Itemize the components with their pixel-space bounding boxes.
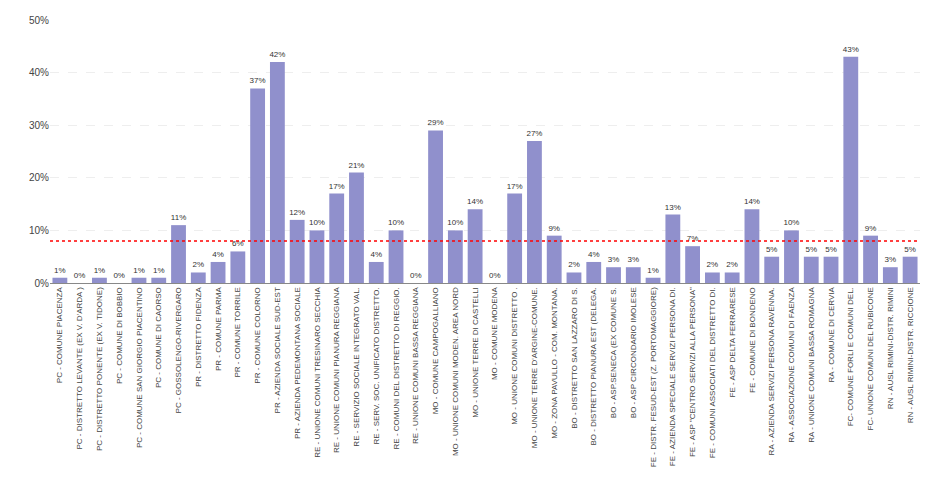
svg-text:7%: 7% (687, 234, 699, 243)
svg-text:5%: 5% (766, 245, 778, 254)
svg-text:FC- UNIONE COMUNI DEL RUBICONE: FC- UNIONE COMUNI DEL RUBICONE (866, 287, 875, 430)
svg-text:FE - COMUNE DI BONDENO: FE - COMUNE DI BONDENO (748, 287, 757, 393)
svg-text:PR - COMUNE TORRILE: PR - COMUNE TORRILE (233, 287, 242, 377)
svg-text:5%: 5% (904, 245, 916, 254)
svg-text:50%: 50% (29, 15, 49, 26)
svg-text:BO - DISTRETTO SAN LAZZARO DI: BO - DISTRETTO SAN LAZZARO DI S. (570, 287, 579, 429)
svg-text:4%: 4% (588, 250, 600, 259)
svg-text:30%: 30% (29, 120, 49, 131)
svg-text:21%: 21% (348, 161, 364, 170)
svg-text:13%: 13% (665, 203, 681, 212)
svg-text:MO - ZONA PAVULLO - COM. MONTA: MO - ZONA PAVULLO - COM. MONTANA. (550, 287, 559, 439)
svg-text:3%: 3% (608, 255, 620, 264)
svg-text:4%: 4% (370, 250, 382, 259)
svg-text:1%: 1% (133, 266, 145, 275)
svg-text:0%: 0% (113, 271, 125, 280)
svg-text:PC - COMUNE SAN GIORGIO PIACEN: PC - COMUNE SAN GIORGIO PIACENTINO (135, 287, 144, 448)
svg-text:FE - AZIENDA SPECIALE SERVIZI: FE - AZIENDA SPECIALE SERVIZI PERSONA DI… (668, 287, 677, 466)
svg-text:PR - AZIENDA SOCIALE SUD-EST: PR - AZIENDA SOCIALE SUD-EST (273, 287, 282, 413)
svg-text:14%: 14% (467, 197, 483, 206)
svg-text:PR - DISTRETTO FIDENZA: PR - DISTRETTO FIDENZA (194, 287, 203, 388)
svg-text:12%: 12% (289, 208, 305, 217)
svg-text:PR - AZIENDA PEDEMONTANA SOCIA: PR - AZIENDA PEDEMONTANA SOCIALE (293, 287, 302, 439)
svg-text:RA - AZIENDA SERVIZI PERSONA R: RA - AZIENDA SERVIZI PERSONA RAVENNA. (767, 287, 776, 455)
svg-text:BO - ASP.SENECA (EX COMUNE S.: BO - ASP.SENECA (EX COMUNE S. (609, 287, 618, 418)
svg-text:RE - SERV. SOC. UNIFICATO DIST: RE - SERV. SOC. UNIFICATO DISTRETTO. (372, 287, 381, 444)
svg-text:2%: 2% (707, 260, 719, 269)
svg-text:5%: 5% (825, 245, 837, 254)
svg-text:FE - DISTR. FESUD-EST (Z. PORT: FE - DISTR. FESUD-EST (Z. PORTOMAGGIORE) (649, 287, 658, 467)
svg-text:RE - SERVIZIO SOCIALE INTEGRAT: RE - SERVIZIO SOCIALE INTEGRATO VAL. (352, 287, 361, 446)
svg-text:MO - COMUNE CAMPOGALLIANO: MO - COMUNE CAMPOGALLIANO (431, 287, 440, 414)
svg-text:0%: 0% (410, 271, 422, 280)
svg-text:2%: 2% (726, 260, 738, 269)
svg-text:20%: 20% (29, 172, 49, 183)
svg-text:9%: 9% (548, 224, 560, 233)
svg-text:PC - COMUNE DI CAORSO: PC - COMUNE DI CAORSO (154, 287, 163, 388)
svg-text:RE - UNIONE COMUNI BASSA REGGI: RE - UNIONE COMUNI BASSA REGGIANA (411, 287, 420, 445)
svg-text:BO - DISTRETTO PIANURA EST (DE: BO - DISTRETTO PIANURA EST (DELEGA. (589, 287, 598, 445)
svg-text:14%: 14% (744, 197, 760, 206)
svg-text:RE - UNIONE COMUNI TRESINARO S: RE - UNIONE COMUNI TRESINARO SECCHIA (313, 287, 322, 458)
svg-text:1%: 1% (94, 266, 106, 275)
svg-text:37%: 37% (250, 76, 266, 85)
svg-text:MO - UNIONE TERRE DI CASTELLI: MO - UNIONE TERRE DI CASTELLI (471, 287, 480, 418)
svg-text:3%: 3% (628, 255, 640, 264)
svg-text:PC - GOSSOLENGO-RIVERGARO: PC - GOSSOLENGO-RIVERGARO (174, 287, 183, 413)
svg-text:11%: 11% (171, 213, 186, 222)
svg-text:0%: 0% (489, 271, 501, 280)
svg-text:27%: 27% (526, 129, 542, 138)
svg-text:MO - UNIONE COMUNI DISTRETTO .: MO - UNIONE COMUNI DISTRETTO . (510, 287, 519, 425)
svg-text:1%: 1% (647, 266, 659, 275)
svg-text:PC - DISTRETTO LEVANTE (EX V.: PC - DISTRETTO LEVANTE (EX V. D'ARDA ) (75, 287, 84, 450)
svg-text:BO - ASP CIRCONDARIO IMOLESE: BO - ASP CIRCONDARIO IMOLESE (629, 287, 638, 418)
svg-text:3%: 3% (885, 255, 897, 264)
svg-text:RN - AUSL RIMINI-DISTR. RIMINI: RN - AUSL RIMINI-DISTR. RIMINI (886, 287, 895, 409)
svg-text:10%: 10% (783, 218, 799, 227)
svg-text:1%: 1% (153, 266, 165, 275)
svg-text:10%: 10% (388, 218, 404, 227)
svg-text:0%: 0% (74, 271, 86, 280)
svg-text:2%: 2% (193, 260, 205, 269)
svg-text:MO - UNIONE COMUNI MODEN. AREA: MO - UNIONE COMUNI MODEN. AREA NORD (451, 287, 460, 456)
svg-text:MO - UNIONE TERRE D'ARGINE-COM: MO - UNIONE TERRE D'ARGINE-COMUNE. (530, 287, 539, 448)
svg-text:29%: 29% (428, 118, 444, 127)
svg-text:RA - UNIONE COMUNI BASSA ROMAG: RA - UNIONE COMUNI BASSA ROMAGNA (807, 287, 816, 443)
svg-text:42%: 42% (269, 50, 285, 59)
svg-text:17%: 17% (507, 182, 523, 191)
svg-text:2%: 2% (568, 260, 580, 269)
svg-text:PC - COMUNE PIACENZA: PC - COMUNE PIACENZA (55, 287, 64, 384)
svg-text:PR - COMUNE PARMA: PR - COMUNE PARMA (214, 287, 223, 372)
svg-text:FE - ASP DELTA FERRARESE: FE - ASP DELTA FERRARESE (728, 287, 737, 397)
svg-text:PR - COMUNE COLORNO: PR - COMUNE COLORNO (253, 287, 262, 383)
svg-text:RE - COMUNI DEL DISTRETTO DI R: RE - COMUNI DEL DISTRETTO DI REGGIO. (392, 287, 401, 449)
svg-text:RE - UNIONE COMUNI PIANURA REG: RE - UNIONE COMUNI PIANURA REGGIANA (332, 287, 341, 453)
svg-text:10%: 10% (309, 218, 325, 227)
svg-text:10%: 10% (447, 218, 463, 227)
svg-text:5%: 5% (805, 245, 817, 254)
svg-text:10%: 10% (29, 225, 49, 236)
svg-text:40%: 40% (29, 67, 49, 78)
svg-text:PC - DISTRETTO PONENTE (EX V.: PC - DISTRETTO PONENTE (EX V. TIDONE) (95, 287, 104, 451)
svg-text:FE - COMUNI ASSOCIATI DEL DIST: FE - COMUNI ASSOCIATI DEL DISTRETTO DI. (708, 287, 717, 458)
svg-text:RA - COMUNE DI CERVIA: RA - COMUNE DI CERVIA (827, 287, 836, 383)
svg-text:9%: 9% (865, 224, 877, 233)
svg-text:RA - ASSOCIAZIONE COMUNI DI FA: RA - ASSOCIAZIONE COMUNI DI FAENZA (787, 287, 796, 443)
svg-text:6%: 6% (232, 239, 244, 248)
svg-text:0%: 0% (35, 278, 50, 289)
svg-text:17%: 17% (329, 182, 345, 191)
svg-text:FE - ASP "CENTRO SERVIZI ALLA: FE - ASP "CENTRO SERVIZI ALLA PERSONA" (688, 287, 697, 457)
svg-text:1%: 1% (54, 266, 66, 275)
svg-text:4%: 4% (212, 250, 224, 259)
svg-text:PC - COMUNE DI BOBBIO: PC - COMUNE DI BOBBIO (115, 287, 124, 384)
svg-text:RN - AUSL RIMINI-DISTR. RICCIO: RN - AUSL RIMINI-DISTR. RICCIONE (906, 287, 915, 423)
svg-text:43%: 43% (843, 45, 859, 54)
svg-text:FC- COMUNE FORLI E COMUNI DEL.: FC- COMUNE FORLI E COMUNI DEL. (846, 287, 855, 426)
svg-text:MO - COMUNE MODENA: MO - COMUNE MODENA (490, 287, 499, 381)
